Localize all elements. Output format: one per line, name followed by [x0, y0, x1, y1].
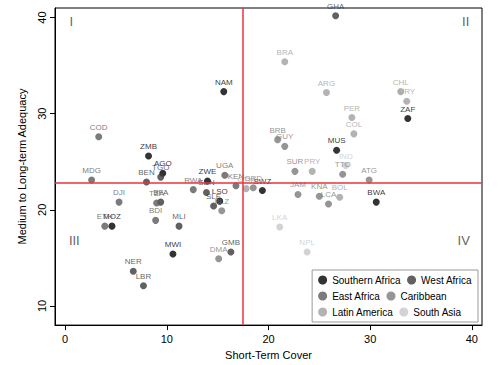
svg-text:NPL: NPL	[299, 238, 315, 247]
svg-text:IV: IV	[458, 233, 471, 248]
svg-text:PER: PER	[344, 104, 361, 113]
svg-text:Medium to Long-term Adequacy: Medium to Long-term Adequacy	[16, 88, 28, 244]
svg-text:ETH: ETH	[97, 212, 113, 221]
svg-text:ZMB: ZMB	[140, 142, 157, 151]
svg-text:East Africa: East Africa	[332, 291, 380, 302]
svg-text:MDG: MDG	[82, 166, 101, 175]
svg-text:Latin America: Latin America	[332, 307, 393, 318]
svg-text:Short-Term Cover: Short-Term Cover	[225, 349, 312, 361]
svg-text:BEN: BEN	[138, 167, 155, 177]
svg-text:30: 30	[36, 108, 48, 120]
svg-text:TGO: TGO	[152, 163, 169, 172]
svg-text:LCA: LCA	[320, 190, 337, 199]
svg-text:10: 10	[161, 333, 173, 345]
svg-text:ZWE: ZWE	[199, 167, 217, 176]
svg-text:III: III	[69, 233, 80, 248]
svg-text:MLI: MLI	[172, 212, 185, 221]
svg-text:GUY: GUY	[276, 132, 294, 141]
svg-text:40: 40	[466, 333, 478, 345]
svg-text:JAM: JAM	[290, 180, 306, 189]
svg-text:0: 0	[62, 333, 68, 345]
svg-text:TZA: TZA	[149, 189, 165, 198]
svg-text:I: I	[69, 14, 73, 29]
svg-text:BRB: BRB	[269, 125, 286, 135]
svg-text:COD: COD	[90, 123, 108, 132]
svg-text:DMA: DMA	[210, 245, 228, 254]
svg-text:CHL: CHL	[393, 78, 410, 87]
svg-text:GMB: GMB	[221, 238, 240, 248]
svg-text:BLZ: BLZ	[214, 197, 229, 206]
svg-text:SUR: SUR	[286, 157, 303, 166]
svg-text:II: II	[462, 14, 469, 29]
svg-text:Southern Africa: Southern Africa	[332, 275, 401, 286]
svg-text:SWZ: SWZ	[253, 176, 272, 186]
svg-text:ZAF: ZAF	[400, 105, 415, 114]
svg-text:BRA: BRA	[277, 48, 294, 57]
svg-text:URY: URY	[398, 87, 415, 96]
svg-text:MUS: MUS	[328, 136, 346, 145]
svg-text:RWA: RWA	[184, 175, 203, 185]
svg-text:20: 20	[262, 333, 274, 345]
svg-text:20: 20	[36, 204, 48, 216]
svg-text:NAM: NAM	[215, 78, 233, 87]
svg-text:MWI: MWI	[165, 240, 181, 249]
svg-text:Caribbean: Caribbean	[400, 291, 446, 302]
svg-text:NER: NER	[125, 257, 142, 266]
svg-text:COL: COL	[346, 120, 363, 129]
svg-text:LKA: LKA	[272, 213, 288, 222]
svg-text:30: 30	[364, 333, 376, 345]
svg-text:IND: IND	[339, 152, 353, 161]
svg-text:GTM: GTM	[237, 174, 255, 184]
svg-text:PRY: PRY	[304, 157, 321, 166]
svg-text:LBR: LBR	[136, 272, 152, 281]
svg-text:KEN: KEN	[227, 171, 245, 181]
svg-text:DJI: DJI	[113, 188, 125, 197]
svg-text:West Africa: West Africa	[421, 275, 472, 286]
svg-text:BWA: BWA	[367, 188, 386, 197]
svg-text:40: 40	[36, 11, 48, 23]
svg-text:GHA: GHA	[327, 2, 345, 11]
svg-text:10: 10	[36, 300, 48, 312]
svg-text:ATG: ATG	[361, 166, 377, 175]
svg-text:BDI: BDI	[149, 206, 162, 215]
svg-text:South Asia: South Asia	[413, 307, 461, 318]
svg-text:TTO: TTO	[335, 160, 351, 169]
svg-text:UGA: UGA	[216, 161, 234, 170]
svg-text:BOL: BOL	[332, 183, 349, 192]
svg-text:ARG: ARG	[318, 79, 335, 88]
